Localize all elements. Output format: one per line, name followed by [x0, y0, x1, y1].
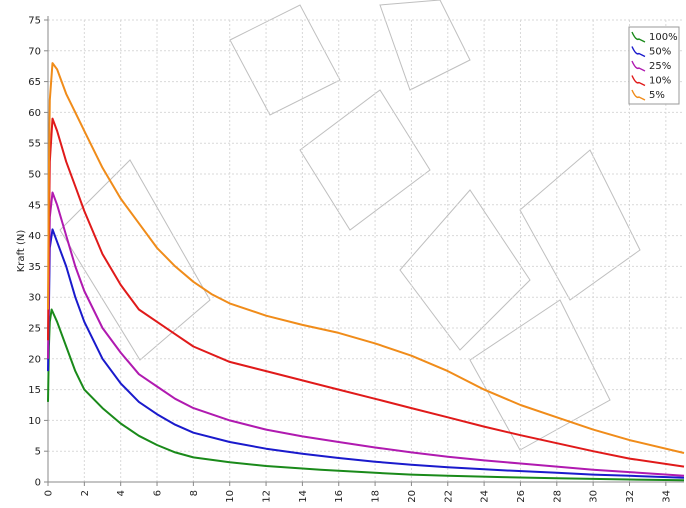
x-tick-label: 10: [225, 490, 236, 503]
x-tick-label: 20: [407, 490, 418, 503]
series-line-10pct: [47, 117, 685, 468]
legend: 100% 50% 25% 10% 5%: [628, 26, 680, 105]
watermark-shape: [299, 89, 431, 231]
legend-swatch: [631, 60, 646, 72]
x-tick-label: 22: [443, 490, 454, 503]
y-tick-label: 5: [35, 447, 41, 458]
y-tick-label: 55: [28, 139, 41, 150]
legend-label: 50%: [649, 47, 671, 58]
x-tick-label: 0: [44, 490, 55, 496]
y-tick-label: 60: [28, 108, 41, 119]
legend-label: 10%: [649, 76, 671, 87]
x-tick-label: 32: [625, 490, 636, 503]
y-tick-label: 0: [35, 478, 41, 489]
x-tick-label: 28: [552, 490, 563, 503]
y-tick-label: 70: [28, 46, 41, 57]
y-tick-label: 15: [28, 385, 41, 396]
series-line-25pct: [47, 191, 685, 477]
y-tick-label: 25: [28, 324, 41, 335]
gridlines: [48, 19, 684, 482]
legend-label: 5%: [649, 90, 665, 101]
legend-swatch: [631, 46, 646, 58]
series-line-50pct: [47, 228, 685, 479]
y-tick-label: 10: [28, 416, 41, 427]
legend-swatch: [631, 31, 646, 43]
x-tick-label: 16: [334, 490, 345, 503]
y-tick-label: 65: [28, 77, 41, 88]
x-tick-label: 14: [298, 490, 309, 503]
y-tick-label: 35: [28, 262, 41, 273]
x-tick-label: 2: [80, 490, 91, 496]
watermark-shape: [519, 149, 641, 301]
series-line-100pct: [47, 308, 685, 482]
watermark-shape: [399, 189, 531, 351]
y-tick-label: 50: [28, 170, 41, 181]
legend-swatch: [631, 75, 646, 87]
watermark-shape: [469, 299, 611, 451]
legend-label: 25%: [649, 61, 671, 72]
watermark: [59, 0, 641, 451]
watermark-shape: [229, 4, 341, 116]
watermark-shape: [379, 0, 471, 91]
x-tick-label: 24: [480, 490, 491, 503]
x-tick-label: 30: [589, 490, 600, 503]
y-tick-label: 45: [28, 200, 41, 211]
y-tick-label: 40: [28, 231, 41, 242]
watermark-shape: [59, 159, 211, 361]
y-tick-label: 30: [28, 293, 41, 304]
legend-label: 100%: [649, 32, 678, 43]
y-tick-label: 20: [28, 354, 41, 365]
x-tick-label: 8: [189, 490, 200, 496]
x-tick-label: 6: [153, 490, 164, 496]
x-tick-label: 34: [661, 490, 672, 503]
x-tick-label: 26: [516, 490, 527, 503]
x-tick-label: 18: [371, 490, 382, 503]
series-lines: [47, 62, 685, 482]
x-tick-label: 4: [116, 490, 127, 496]
series-line-5pct: [47, 62, 685, 454]
y-tick-label: 75: [28, 16, 41, 27]
x-tick-label: 12: [262, 490, 273, 503]
legend-swatch: [631, 89, 646, 101]
y-axis-label: Kraft (N): [16, 230, 27, 273]
